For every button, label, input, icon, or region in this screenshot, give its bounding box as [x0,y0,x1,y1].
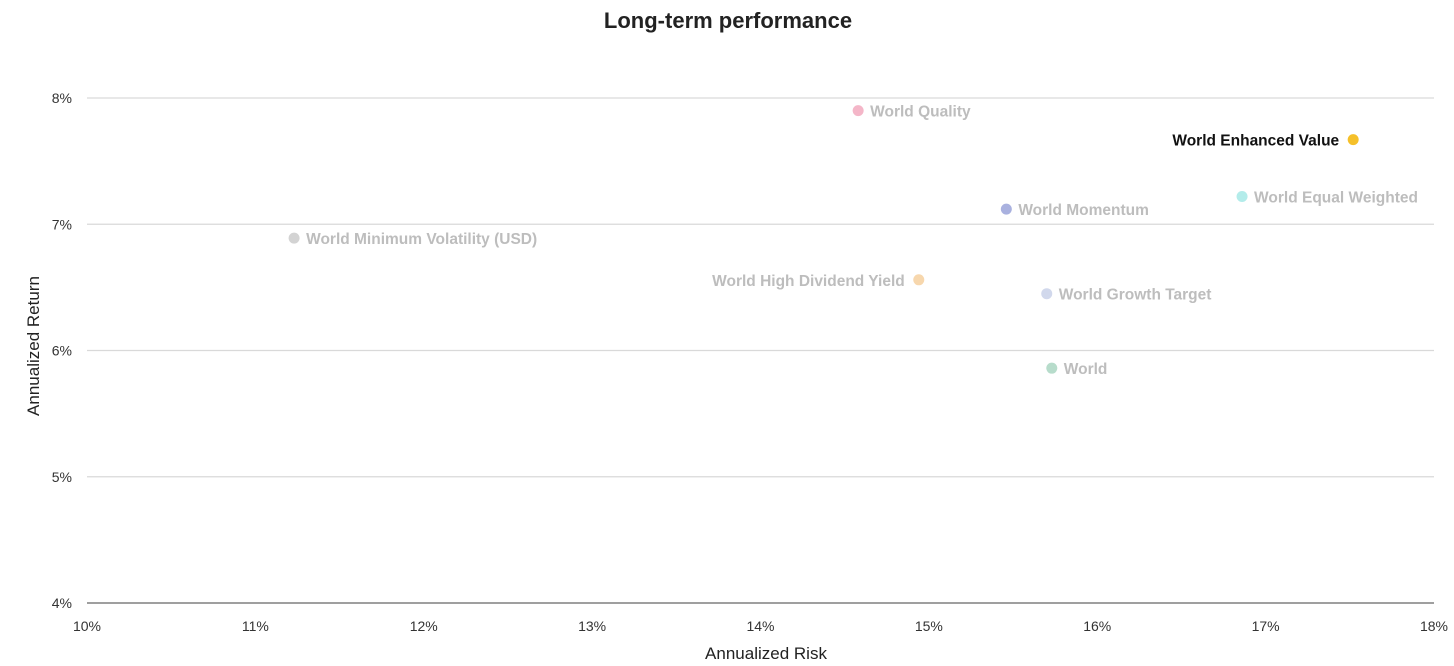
y-tick-label: 7% [52,216,72,232]
y-tick-label: 4% [52,595,72,611]
scatter-point-group[interactable]: World [1046,361,1107,378]
x-axis-title: Annualized Risk [705,644,827,663]
x-tick-label: 14% [746,618,774,634]
scatter-point-group[interactable]: World Growth Target [1041,287,1211,304]
point-label: World Equal Weighted [1254,189,1418,206]
point-label: World Momentum [1018,202,1149,219]
point-label: World Quality [870,104,971,121]
y-axis-ticks: 4% 5% 6% 7% 8% [52,90,72,611]
x-tick-label: 18% [1420,618,1448,634]
gridlines [87,97,1434,478]
point-label: World Growth Target [1059,287,1212,304]
x-tick-label: 17% [1252,618,1280,634]
data-points: World Quality World Enhanced Value World E… [288,104,1418,378]
x-axis-ticks: 10% 11% 12% 13% 14% 15% 16% 17% 18% [73,618,1448,634]
point-label: World Enhanced Value [1172,133,1339,150]
x-tick-label: 10% [73,618,101,634]
chart-title: Long-term performance [604,8,852,33]
scatter-point[interactable] [1041,288,1053,300]
x-tick-label: 16% [1083,618,1111,634]
scatter-point[interactable] [288,232,300,244]
point-label: World Minimum Volatility (USD) [306,231,537,248]
scatter-point-group[interactable]: World Momentum [1000,202,1149,219]
y-tick-label: 5% [52,469,72,485]
scatter-point[interactable] [913,274,925,286]
scatter-point-group[interactable]: World Equal Weighted [1236,189,1418,206]
point-label: World [1064,361,1108,378]
scatter-point[interactable] [1000,203,1012,215]
scatter-point[interactable] [1236,190,1248,202]
scatter-point-group[interactable]: World Enhanced Value [1172,133,1359,150]
x-tick-label: 13% [578,618,606,634]
y-tick-label: 8% [52,90,72,106]
scatter-point-group[interactable]: World Quality [852,104,971,121]
point-label: World High Dividend Yield [712,273,905,290]
scatter-point[interactable] [1046,362,1058,374]
scatter-point[interactable] [1347,134,1359,146]
scatter-point[interactable] [852,105,864,117]
x-tick-label: 15% [915,618,943,634]
x-tick-label: 11% [242,618,269,634]
scatter-point-group[interactable]: World High Dividend Yield [712,273,925,290]
scatter-point-group[interactable]: World Minimum Volatility (USD) [288,231,538,248]
y-axis-title: Annualized Return [24,276,43,416]
x-tick-label: 12% [410,618,438,634]
y-tick-label: 6% [52,343,72,359]
